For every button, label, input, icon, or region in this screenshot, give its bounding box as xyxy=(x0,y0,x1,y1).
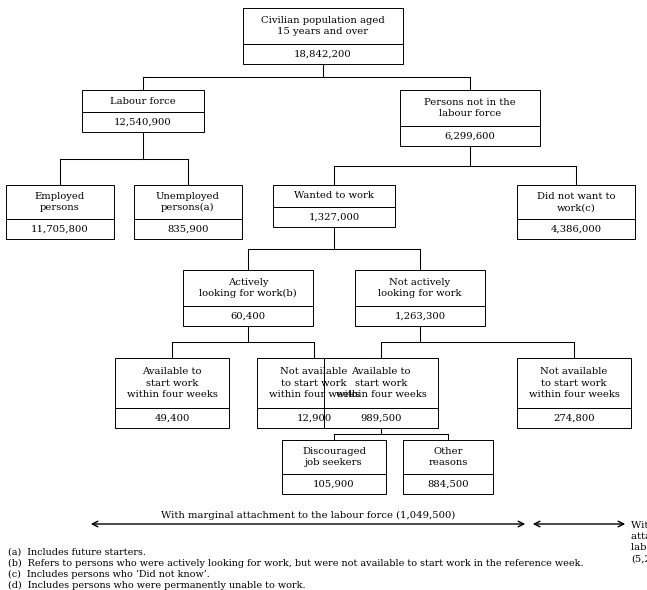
Bar xyxy=(355,306,485,326)
Bar xyxy=(282,474,386,494)
Text: Labour force: Labour force xyxy=(110,97,176,106)
Bar xyxy=(400,126,540,146)
Text: 884,500: 884,500 xyxy=(427,480,469,489)
Text: Available to
start work
within four weeks: Available to start work within four week… xyxy=(127,368,217,399)
Bar xyxy=(134,219,242,239)
Text: With marginal attachment to the labour force (1,049,500): With marginal attachment to the labour f… xyxy=(161,511,455,520)
Bar xyxy=(257,408,371,428)
Bar xyxy=(517,358,631,408)
Text: Persons not in the
labour force: Persons not in the labour force xyxy=(424,98,516,118)
Bar xyxy=(273,207,395,227)
Bar xyxy=(517,408,631,428)
Bar xyxy=(257,358,371,408)
Bar xyxy=(6,185,114,219)
Text: Unemployed
persons(a): Unemployed persons(a) xyxy=(156,192,220,212)
Bar xyxy=(243,8,403,44)
Text: Not available
to start work
within four weeks: Not available to start work within four … xyxy=(529,368,619,399)
Bar xyxy=(400,90,540,126)
Bar xyxy=(115,408,229,428)
Text: (b)  Refers to persons who were actively looking for work, but were not availabl: (b) Refers to persons who were actively … xyxy=(8,559,584,568)
Text: Not actively
looking for work: Not actively looking for work xyxy=(378,278,462,298)
Bar xyxy=(324,358,438,408)
Text: Wanted to work: Wanted to work xyxy=(294,192,374,201)
Text: Not available
to start work
within four weeks: Not available to start work within four … xyxy=(269,368,360,399)
Bar xyxy=(355,270,485,306)
Text: 12,540,900: 12,540,900 xyxy=(114,117,172,126)
Text: 12,900: 12,900 xyxy=(296,414,332,422)
Text: 989,500: 989,500 xyxy=(360,414,402,422)
Text: (a)  Includes future starters.: (a) Includes future starters. xyxy=(8,548,146,557)
Text: Without marginal
attachment to the
labour force
(5,250,000)(d): Without marginal attachment to the labou… xyxy=(631,521,647,563)
Text: 1,327,000: 1,327,000 xyxy=(309,212,360,221)
Text: Actively
looking for work(b): Actively looking for work(b) xyxy=(199,278,297,298)
Bar xyxy=(183,270,313,306)
Text: Civilian population aged
15 years and over: Civilian population aged 15 years and ov… xyxy=(261,16,385,36)
Bar xyxy=(82,112,204,132)
Bar xyxy=(134,185,242,219)
Bar xyxy=(82,90,204,112)
Bar xyxy=(403,474,493,494)
Bar xyxy=(273,185,395,207)
Text: 274,800: 274,800 xyxy=(553,414,595,422)
Text: 18,842,200: 18,842,200 xyxy=(294,50,352,58)
Text: 1,263,300: 1,263,300 xyxy=(395,312,446,320)
Bar xyxy=(183,306,313,326)
Bar xyxy=(6,219,114,239)
Text: 60,400: 60,400 xyxy=(230,312,265,320)
Bar xyxy=(517,185,635,219)
Text: 6,299,600: 6,299,600 xyxy=(444,132,496,140)
Bar xyxy=(517,219,635,239)
Text: Employed
persons: Employed persons xyxy=(35,192,85,212)
Text: 835,900: 835,900 xyxy=(168,225,209,234)
Text: 4,386,000: 4,386,000 xyxy=(551,225,602,234)
Text: Discouraged
job seekers: Discouraged job seekers xyxy=(302,447,366,467)
Bar xyxy=(115,358,229,408)
Text: 11,705,800: 11,705,800 xyxy=(31,225,89,234)
Bar xyxy=(324,408,438,428)
Text: (c)  Includes persons who ‘Did not know’.: (c) Includes persons who ‘Did not know’. xyxy=(8,570,210,579)
Bar xyxy=(282,440,386,474)
Bar xyxy=(403,440,493,474)
Text: (d)  Includes persons who were permanently unable to work.: (d) Includes persons who were permanentl… xyxy=(8,581,305,590)
Text: Available to
start work
within four weeks: Available to start work within four week… xyxy=(336,368,426,399)
Text: 49,400: 49,400 xyxy=(155,414,190,422)
Bar xyxy=(243,44,403,64)
Text: 105,900: 105,900 xyxy=(313,480,355,489)
Text: Did not want to
work(c): Did not want to work(c) xyxy=(537,192,615,212)
Text: Other
reasons: Other reasons xyxy=(428,447,468,467)
